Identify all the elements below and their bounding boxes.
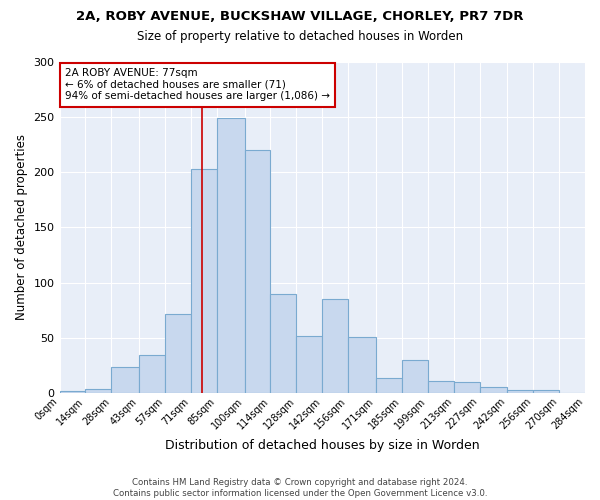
Bar xyxy=(85,389,112,394)
Bar xyxy=(507,390,533,394)
Bar xyxy=(454,382,479,394)
Bar xyxy=(376,378,402,394)
Bar xyxy=(165,314,191,394)
Y-axis label: Number of detached properties: Number of detached properties xyxy=(15,134,28,320)
Bar xyxy=(322,300,348,394)
Bar xyxy=(112,367,139,394)
Bar xyxy=(245,150,271,394)
Text: Contains HM Land Registry data © Crown copyright and database right 2024.
Contai: Contains HM Land Registry data © Crown c… xyxy=(113,478,487,498)
Bar xyxy=(191,169,217,394)
Text: Size of property relative to detached houses in Worden: Size of property relative to detached ho… xyxy=(137,30,463,43)
Bar xyxy=(217,118,245,394)
Bar xyxy=(271,294,296,394)
Bar xyxy=(59,391,85,394)
Bar xyxy=(348,337,376,394)
Bar xyxy=(479,386,507,394)
Bar xyxy=(402,360,428,394)
Bar xyxy=(139,354,165,394)
Bar xyxy=(296,336,322,394)
Text: 2A, ROBY AVENUE, BUCKSHAW VILLAGE, CHORLEY, PR7 7DR: 2A, ROBY AVENUE, BUCKSHAW VILLAGE, CHORL… xyxy=(76,10,524,23)
Bar xyxy=(428,381,454,394)
Text: 2A ROBY AVENUE: 77sqm
← 6% of detached houses are smaller (71)
94% of semi-detac: 2A ROBY AVENUE: 77sqm ← 6% of detached h… xyxy=(65,68,330,102)
Bar xyxy=(533,390,559,394)
X-axis label: Distribution of detached houses by size in Worden: Distribution of detached houses by size … xyxy=(165,440,479,452)
